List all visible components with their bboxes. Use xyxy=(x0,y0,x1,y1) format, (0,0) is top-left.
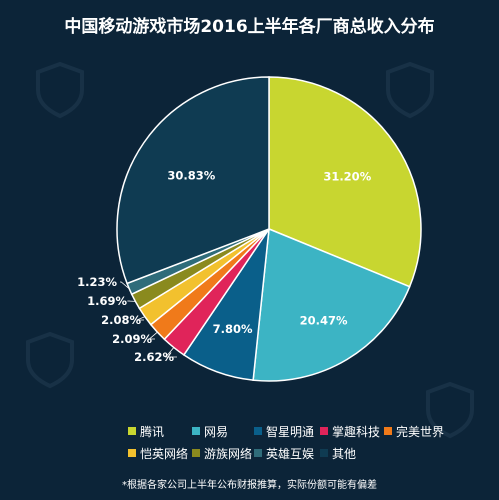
legend-item-zhangqu: 掌趣科技 xyxy=(320,423,384,440)
legend-swatch-netease xyxy=(192,427,200,435)
value-label-yingxiong: 1.23% xyxy=(77,275,117,289)
value-label-other: 30.83% xyxy=(167,169,215,183)
leader-line-kaiying xyxy=(136,316,145,321)
leader-line-yingxiong xyxy=(120,281,130,290)
legend-item-tencent: 腾讯 xyxy=(128,423,192,440)
legend-swatch-perfect xyxy=(384,427,392,435)
legend: 腾讯 网易 智星明通 掌趣科技 完美世界 恺英网络 游族网络 英雄互娱 其他 xyxy=(128,420,448,464)
pie-slice-other xyxy=(116,76,270,285)
legend-swatch-youzu xyxy=(192,449,200,457)
legend-swatch-tencent xyxy=(128,427,136,435)
legend-swatch-other xyxy=(320,449,328,457)
value-label-netease: 20.47% xyxy=(300,313,348,327)
legend-item-zhixing: 智星明通 xyxy=(254,423,320,440)
legend-label-tencent: 腾讯 xyxy=(140,424,165,439)
legend-label-perfect: 完美世界 xyxy=(396,424,445,439)
legend-label-yingxiong: 英雄互娱 xyxy=(266,446,315,461)
legend-label-kaiying: 恺英网络 xyxy=(140,446,189,461)
watermark-logo-3 xyxy=(26,331,74,389)
legend-label-zhixing: 智星明通 xyxy=(266,424,315,439)
value-label-zhangqu: 2.62% xyxy=(134,350,174,364)
chart-title: 中国移动游戏市场2016上半年各厂商总收入分布 xyxy=(64,17,435,37)
legend-label-zhangqu: 掌趣科技 xyxy=(332,424,381,439)
value-label-perfect: 2.09% xyxy=(112,332,152,346)
watermark-logo-4 xyxy=(426,381,474,439)
legend-swatch-zhangqu xyxy=(320,427,328,435)
value-label-zhixing: 7.80% xyxy=(213,322,253,336)
value-label-kaiying: 2.08% xyxy=(101,313,141,327)
legend-label-youzu: 游族网络 xyxy=(204,446,253,461)
legend-swatch-kaiying xyxy=(128,449,136,457)
legend-swatch-zhixing xyxy=(254,427,262,435)
legend-item-kaiying: 恺英网络 xyxy=(128,445,192,462)
legend-row-1: 腾讯 网易 智星明通 掌趣科技 完美世界 xyxy=(128,420,448,442)
legend-item-youzu: 游族网络 xyxy=(192,445,254,462)
legend-swatch-yingxiong xyxy=(254,449,262,457)
value-label-tencent: 31.20% xyxy=(323,170,371,184)
legend-label-netease: 网易 xyxy=(204,424,229,439)
leader-line-zhangqu xyxy=(164,347,177,358)
legend-label-other: 其他 xyxy=(332,446,357,461)
footnote: *根据各家公司上半年公布财报推算，实际份额可能有偏差 xyxy=(122,480,377,491)
value-label-youzu: 1.69% xyxy=(87,294,127,308)
watermark-logo-1 xyxy=(36,61,84,119)
watermark-logo-2 xyxy=(386,61,434,119)
legend-item-yingxiong: 英雄互娱 xyxy=(254,445,320,462)
pie-slice-tencent xyxy=(268,76,422,288)
leader-line-perfect xyxy=(148,331,158,340)
pie-slice-netease xyxy=(252,227,411,382)
legend-item-other: 其他 xyxy=(320,445,384,462)
legend-item-netease: 网易 xyxy=(192,423,254,440)
legend-row-2: 恺英网络 游族网络 英雄互娱 其他 xyxy=(128,442,448,464)
legend-item-perfect: 完美世界 xyxy=(384,423,448,440)
